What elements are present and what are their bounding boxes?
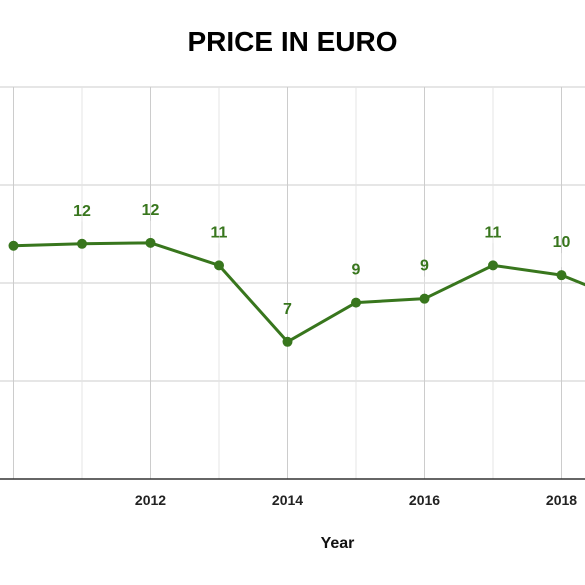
x-tick-label: 2018 — [546, 492, 577, 508]
data-label: 12 — [142, 202, 160, 219]
chart-title: PRICE IN EURO — [187, 26, 398, 57]
series-line — [13, 241, 585, 344]
data-point — [419, 293, 430, 304]
data-label: 11 — [485, 224, 502, 241]
data-point — [214, 260, 224, 271]
x-tick-label: 2012 — [135, 492, 166, 508]
data-point — [488, 260, 498, 271]
data-point — [8, 240, 19, 251]
data-point — [77, 238, 87, 249]
data-point — [145, 237, 156, 248]
data-label: 12 — [73, 203, 91, 220]
data-label: 7 — [283, 301, 292, 318]
x-tick-label: 2016 — [409, 492, 440, 508]
data-label: 11 — [211, 224, 228, 241]
x-tick-label: 2014 — [272, 492, 303, 508]
x-axis-title: Year — [320, 535, 355, 552]
data-label: 9 — [352, 262, 361, 279]
data-label: 9 — [420, 258, 429, 275]
data-label: 10 — [553, 234, 571, 251]
data-point — [282, 336, 293, 347]
data-point — [351, 297, 361, 308]
data-point — [556, 270, 567, 281]
